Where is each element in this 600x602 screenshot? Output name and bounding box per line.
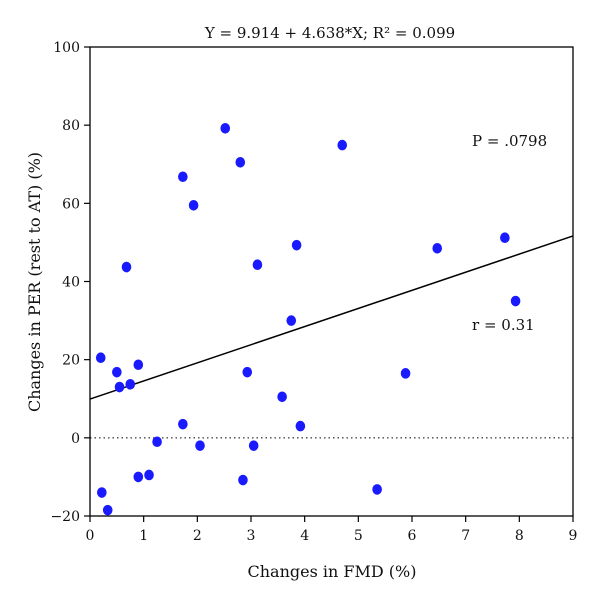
chart-title: Y = 9.914 + 4.638*X; R² = 0.099 [204,24,455,42]
x-tick-label: 7 [461,528,470,544]
data-point [133,359,144,371]
x-tick-label: 9 [569,528,578,544]
x-tick-label: 5 [354,528,363,544]
data-point [114,381,125,393]
data-point [178,418,188,430]
data-point [95,352,106,364]
y-axis-ticks: −20 0 20 40 60 80 100 [50,40,90,525]
data-points [95,122,521,516]
y-tick-label: 100 [53,40,80,56]
data-point [125,378,136,390]
data-point [238,474,248,486]
x-tick-label: 2 [193,528,202,544]
data-point [133,471,144,483]
y-tick-label: 20 [62,353,80,369]
data-point [295,420,306,432]
data-point [286,315,297,326]
data-point [121,261,132,273]
y-tick-label: 60 [62,196,80,212]
y-tick-label: 80 [62,118,80,134]
data-point [178,171,188,183]
data-point [291,239,302,251]
data-point [188,199,199,211]
x-tick-label: 1 [139,528,148,544]
data-point [400,368,411,379]
data-point [372,484,382,495]
plot-border [89,46,574,517]
data-point [510,295,521,307]
data-point [152,436,162,448]
data-point [432,242,443,254]
data-point [235,156,246,168]
y-tick-label: −20 [50,509,80,525]
x-tick-label: 0 [86,528,95,544]
data-point [195,440,205,451]
regression-line-group [89,235,574,400]
x-axis-ticks: 0 1 2 3 4 5 6 7 8 9 [86,516,578,544]
data-point [252,259,263,270]
y-axis-title: Changes in PER (rest to AT) (%) [25,152,44,412]
x-tick-label: 3 [247,528,256,544]
data-point [112,366,122,378]
x-axis-title: Changes in FMD (%) [248,562,417,581]
data-point [500,232,510,244]
y-tick-label: 40 [62,275,80,291]
data-point [220,122,231,134]
x-tick-label: 8 [515,528,524,544]
x-tick-label: 4 [300,528,309,544]
regression-line [89,235,574,400]
data-point [248,440,259,451]
data-point [277,391,287,403]
data-point [97,487,107,498]
data-point [144,469,154,481]
plot-area [89,46,574,517]
x-tick-label: 6 [408,528,417,544]
r-value-annotation: r = 0.31 [472,316,535,334]
data-point [337,139,348,151]
data-point [102,504,113,516]
y-tick-label: 0 [71,431,80,447]
data-point [242,366,253,378]
p-value-annotation: P = .0798 [472,132,547,150]
